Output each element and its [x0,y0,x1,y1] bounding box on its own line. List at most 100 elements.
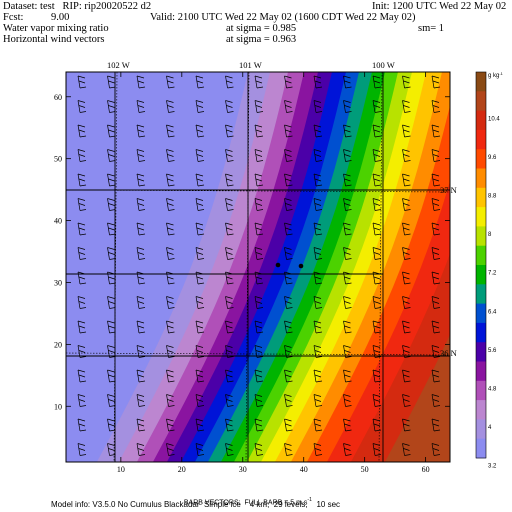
colorbar-swatch [476,438,486,459]
forecast-value: 9.00 [51,12,70,23]
wind-barb [166,149,175,162]
wind-barb [225,222,234,236]
wind-barb [107,443,116,456]
colorbar-swatch [476,303,486,324]
wind-barb [254,271,264,285]
latitude-label: 37 N [440,185,457,195]
wind-barb [166,394,175,407]
wind-barb [254,345,264,358]
wind-barb [107,345,116,358]
x-tick-label: 50 [361,465,369,474]
sigma-level-2: at sigma = 0.963 [226,34,297,45]
wind-barb [166,320,175,334]
wind-barb [313,443,323,456]
map-canvas: 10 20 30 40 50 60 10 20 30 40 50 60 g kg-1 10.4 9.6 8.… [54,60,504,474]
wind-barb [195,100,205,113]
wind-barb [225,296,234,309]
barb-legend: BARB VECTORS: FULL BARB = 5 m s-1 [180,490,312,506]
wind-barb [225,369,234,383]
wind-barb [372,124,382,138]
wind-barb [77,443,87,456]
wind-barb [431,271,441,285]
wind-barb [284,124,293,138]
wind-barb [402,418,411,432]
wind-barb [166,198,175,211]
wind-barb [254,100,264,113]
wind-barb [77,345,87,358]
wind-barb [284,443,293,456]
wind-barb [313,271,323,285]
wind-barb [107,173,116,187]
wind-barb [136,198,146,211]
wind-barb [225,173,234,187]
wind-barb [166,75,175,89]
wind-barb [195,198,205,211]
barb-legend-text: BARB VECTORS: FULL BARB = 5 m s [183,499,308,507]
wind-barb [313,222,323,236]
wind-barb [166,173,175,187]
wind-barb [225,100,234,113]
wind-barb [372,247,382,260]
init-time: Init: 1200 UTC Wed 22 May 02 [372,1,507,12]
y-tick-label: 30 [54,278,62,287]
y-tick-label: 20 [54,340,62,349]
wind-barb [284,198,293,211]
wind-barb [77,222,87,236]
wind-barb [284,345,293,358]
wind-barb [77,320,87,334]
wind-barb [402,198,411,211]
wind-barb [431,149,441,162]
wind-barb [343,271,352,285]
wind-barb [136,345,146,358]
wind-barb [136,222,146,236]
field-name: Water vapor mixing ratio [3,23,109,34]
vector-field-name: Horizontal wind vectors [3,34,105,45]
wind-barb [343,100,352,113]
wind-barb [284,149,293,162]
colorbar-swatch [476,284,486,304]
wind-barb [254,222,264,236]
wind-barb [195,247,205,260]
wind-barb [343,173,352,187]
wind-barb [402,222,411,236]
wind-barb [166,369,175,383]
colorbar-swatch [476,265,486,285]
wind-barb [431,173,441,187]
wind-barb [166,271,175,285]
colorbar-unit: g kg-1 [488,71,504,79]
wind-barb [313,345,323,358]
wind-barb [402,443,411,456]
wind-barb [284,75,293,89]
wind-barb [136,124,146,138]
wind-barb [107,124,116,138]
wind-barb [402,149,411,162]
wind-barb [107,369,116,383]
wind-barb [343,418,352,432]
dataset-label: Dataset: test RIP: rip20020522 d2 [3,1,152,12]
wind-barb [77,247,87,260]
wind-barb [313,100,323,113]
wind-barb [166,124,175,138]
wind-barb [372,149,382,162]
wind-barbs [77,75,441,456]
wind-barb [343,345,352,358]
wind-barb [136,271,146,285]
y-tick-label: 60 [54,93,62,102]
colorbar-swatch [476,380,486,401]
wind-barb [107,320,116,334]
wind-barb [107,394,116,407]
wind-barb [225,418,234,432]
wind-barb [431,345,441,358]
longitude-line [113,71,118,463]
colorbar-swatch [476,129,486,150]
colorbar-swatch [476,149,486,169]
wind-barb [195,418,205,432]
model-info: Model info: V3.5.0 No Cumulus Blackadar … [51,500,341,509]
wind-barb [372,173,382,187]
plot-frame [65,71,451,463]
wind-barb [372,75,382,89]
wind-barb [77,394,87,407]
wind-barb [402,173,411,187]
colorbar-swatch [476,245,486,266]
wind-barb [284,296,293,309]
